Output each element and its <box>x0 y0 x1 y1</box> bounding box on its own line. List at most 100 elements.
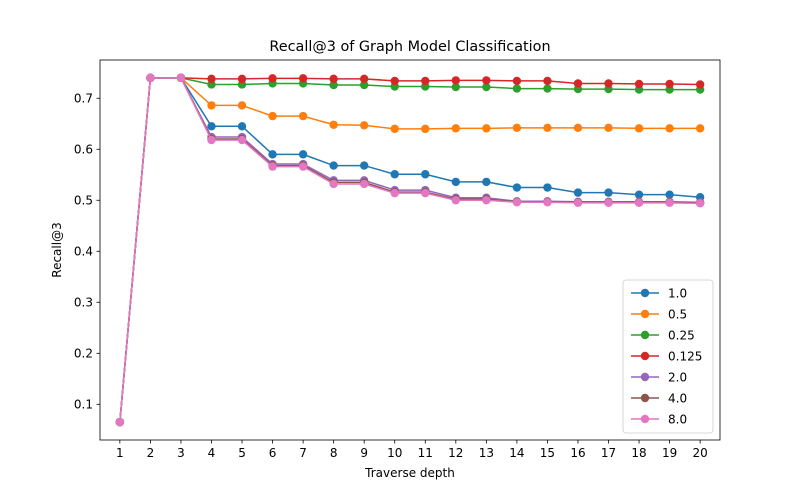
legend-marker <box>640 372 650 382</box>
legend-label: 0.5 <box>668 308 687 322</box>
data-point <box>482 177 491 187</box>
data-point <box>604 123 613 133</box>
data-point <box>390 124 399 134</box>
data-point <box>665 198 674 208</box>
data-point <box>451 76 461 85</box>
data-point <box>421 170 430 179</box>
y-tick-label: 0.6 <box>74 142 93 156</box>
data-point <box>329 74 338 84</box>
data-point <box>695 124 705 133</box>
data-point <box>634 198 644 208</box>
x-tick-label: 2 <box>147 446 155 460</box>
x-tick-label: 12 <box>448 446 463 460</box>
x-tick-label: 11 <box>418 446 433 460</box>
data-point <box>359 121 369 130</box>
data-point <box>482 124 491 133</box>
data-point <box>512 183 522 192</box>
legend-label: 8.0 <box>668 413 687 427</box>
data-point <box>573 188 583 197</box>
x-tick-label: 5 <box>238 446 246 460</box>
legend-entry: 8.0 <box>631 413 687 427</box>
data-point <box>543 76 552 86</box>
data-point <box>604 198 613 208</box>
data-point <box>543 183 552 192</box>
legend-entry: 0.125 <box>631 350 702 364</box>
data-point <box>604 188 613 197</box>
x-tick-label: 15 <box>540 446 555 460</box>
data-point <box>573 123 583 133</box>
data-point <box>207 122 216 131</box>
data-point <box>359 80 369 90</box>
x-axis-label: Traverse depth <box>364 466 455 480</box>
data-point <box>207 74 216 84</box>
data-point <box>421 188 430 198</box>
data-point <box>329 179 338 189</box>
legend-marker <box>640 309 650 319</box>
legend-marker <box>640 330 650 340</box>
legend-label: 0.125 <box>668 350 702 364</box>
data-point <box>604 79 613 88</box>
x-tick-label: 13 <box>479 446 494 460</box>
legend-marker <box>640 351 650 361</box>
x-tick-label: 17 <box>601 446 616 460</box>
x-tick-label: 1 <box>116 446 124 460</box>
data-point <box>482 82 491 92</box>
data-point <box>298 74 308 83</box>
data-point <box>268 74 277 83</box>
data-point <box>451 82 461 92</box>
legend-marker <box>640 288 650 298</box>
data-point <box>543 123 552 133</box>
data-point <box>390 76 399 86</box>
series-8-0 <box>115 73 705 427</box>
chart-title: Recall@3 of Graph Model Classification <box>269 39 550 55</box>
legend-marker <box>640 393 650 403</box>
data-point <box>512 84 522 93</box>
data-point <box>237 101 247 110</box>
data-point <box>634 79 644 89</box>
axes-frame <box>99 59 721 441</box>
data-point <box>359 179 369 189</box>
x-tick-label: 3 <box>177 446 185 460</box>
data-point <box>421 124 430 134</box>
legend-marker <box>640 414 650 424</box>
legend: 1.0 0.5 0.25 0.125 2.0 4.0 8.0 <box>622 279 714 434</box>
data-point <box>543 198 552 207</box>
data-point <box>237 122 247 131</box>
data-point <box>482 76 491 85</box>
data-point <box>329 80 338 90</box>
data-point <box>665 124 674 133</box>
data-point <box>298 111 308 121</box>
x-tick-label: 19 <box>662 446 677 460</box>
legend-label: 1.0 <box>668 287 687 301</box>
y-tick-label: 0.2 <box>74 346 93 360</box>
data-point <box>573 79 583 88</box>
data-point <box>512 123 522 133</box>
x-tick-label: 14 <box>509 446 524 460</box>
y-axis-label: Recall@3 <box>50 222 64 277</box>
data-point <box>359 74 369 84</box>
data-point <box>512 198 522 207</box>
series-line <box>119 77 701 423</box>
data-point <box>695 199 705 208</box>
data-point <box>207 135 216 145</box>
legend-label: 2.0 <box>668 371 687 385</box>
legend-entry: 0.25 <box>631 329 695 343</box>
y-tick-label: 0.4 <box>74 244 93 258</box>
data-point <box>329 120 338 129</box>
legend-entry: 2.0 <box>631 371 687 385</box>
data-point <box>451 177 461 187</box>
plot-area: 1 2 3 4 5 6 7 8 9 10 11 12 13 14 15 16 17 18 19 200.10.20.3… <box>74 59 721 460</box>
x-tick-label: 10 <box>387 446 402 460</box>
data-point <box>482 196 491 205</box>
x-tick-label: 8 <box>330 446 338 460</box>
data-point <box>543 84 552 93</box>
data-point <box>207 101 216 110</box>
data-point <box>451 196 461 205</box>
legend-entry: 4.0 <box>631 392 687 406</box>
x-tick-label: 16 <box>570 446 585 460</box>
data-point <box>573 198 583 208</box>
data-point <box>176 73 186 83</box>
data-point <box>146 73 155 83</box>
data-point <box>634 124 644 133</box>
